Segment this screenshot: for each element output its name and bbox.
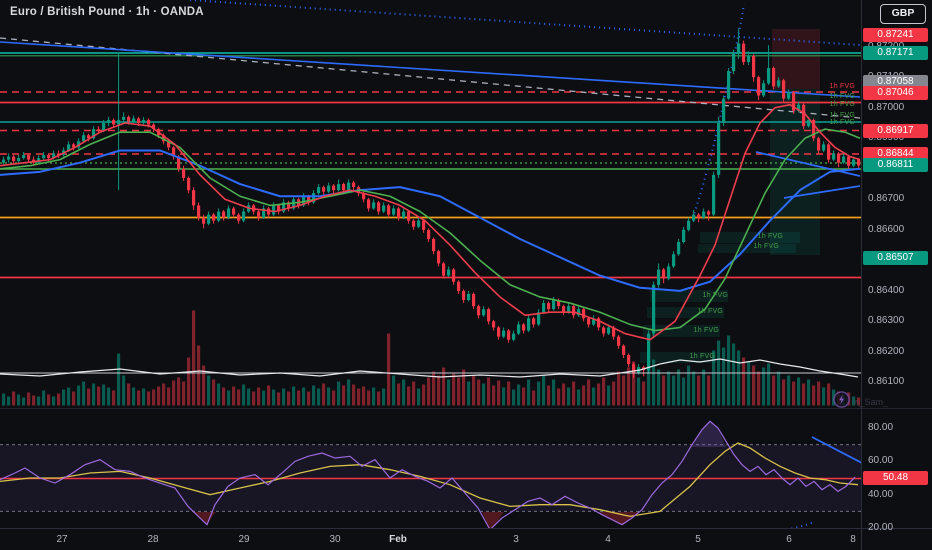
time-axis-label: 28 (147, 534, 159, 545)
rsi-overbought-fill (692, 421, 726, 447)
fvg-red-box (772, 29, 820, 89)
trendline (0, 41, 861, 98)
price-axis-label: 20.00 (868, 522, 894, 533)
fvg-green-box (643, 325, 720, 337)
price-badge: 0.87058 (863, 75, 928, 89)
price-axis-label: 40.00 (868, 489, 894, 500)
symbol-title[interactable]: Euro / British Pound · 1h · OANDA (10, 6, 204, 18)
fvg-label: 1h FVG (702, 292, 728, 299)
lightning-icon (833, 391, 850, 413)
time-axis-label: 3 (513, 534, 519, 545)
parabolic-curve (692, 3, 745, 219)
time-axis-label: 27 (56, 534, 68, 545)
trendline (783, 185, 861, 199)
fvg-label: 1h FVG (753, 243, 779, 250)
price-axis[interactable]: 0.872000.871000.870000.869000.868000.867… (861, 0, 932, 533)
trendline (189, 0, 861, 46)
plot-area (0, 0, 861, 528)
time-axis-label: Feb (389, 534, 407, 545)
price-badge: 0.87171 (863, 46, 928, 60)
fvg-green-box (698, 244, 796, 253)
fvg-label: 1h FVG (829, 111, 855, 119)
price-badge: 0.87046 (863, 86, 928, 100)
price-badge: 50.48 (863, 471, 928, 485)
rsi-oversold-fill (598, 512, 639, 525)
price-axis-label: 60.00 (868, 455, 894, 466)
time-axis-label: 6 (786, 534, 792, 545)
volume-bars (2, 310, 861, 406)
volume-ma-line (0, 358, 859, 378)
price-axis-label: 0.87000 (868, 102, 905, 113)
fvg-label: 1h FVG (829, 83, 855, 90)
rsi-ma-line (0, 442, 859, 518)
watermark-text: w_Sam_ (853, 397, 889, 407)
time-axis-label: 29 (238, 534, 250, 545)
fvg-label: 1h FVG (697, 308, 723, 315)
price-axis-label: 0.86700 (868, 193, 905, 204)
price-axis-label: 80.00 (868, 422, 894, 433)
ema_red-line (0, 103, 861, 341)
price-axis-label: 0.86200 (868, 346, 905, 357)
fvg-green-box (700, 232, 800, 243)
fvg-label: 1h FVG (829, 119, 855, 126)
candles (2, 28, 861, 378)
ema_blue-line (0, 149, 861, 292)
fvg-label: 1h FVG (829, 92, 855, 100)
fvg-label: 1h FVG (689, 353, 715, 360)
fvg-green-box (647, 307, 724, 318)
time-axis-label: 5 (695, 534, 701, 545)
price-badge: 0.86507 (863, 251, 928, 265)
rsi-line (0, 420, 856, 528)
price-axis-label: 0.86400 (868, 285, 905, 296)
time-axis-label: 4 (605, 534, 611, 545)
ema_green-line (0, 128, 861, 332)
fvg-green-box (640, 352, 716, 363)
price-badge: 0.86844 (863, 147, 928, 161)
trendline (755, 151, 861, 177)
price-badge: 0.86917 (863, 124, 928, 138)
price-axis-label: 0.86300 (868, 315, 905, 326)
price-badge: 0.87241 (863, 28, 928, 42)
currency-toggle-button[interactable]: GBP (880, 4, 926, 24)
price-axis-label: 0.86100 (868, 376, 905, 387)
fvg-label: 1h FVG (829, 100, 855, 108)
rsi-trendline (811, 436, 861, 464)
price-badge: 0.86811 (863, 158, 928, 172)
time-axis[interactable]: 27 28 29 30 Feb 3 4 5 6 8 (0, 528, 932, 550)
fvg-label: 1h FVG (757, 233, 783, 240)
fvg-label: 1h FVG (693, 327, 719, 334)
time-axis-label: 30 (329, 534, 341, 545)
price-axis-label: 0.86600 (868, 224, 905, 235)
time-axis-label: 8 (850, 534, 856, 545)
watermark: w_Sam_ (833, 391, 888, 413)
